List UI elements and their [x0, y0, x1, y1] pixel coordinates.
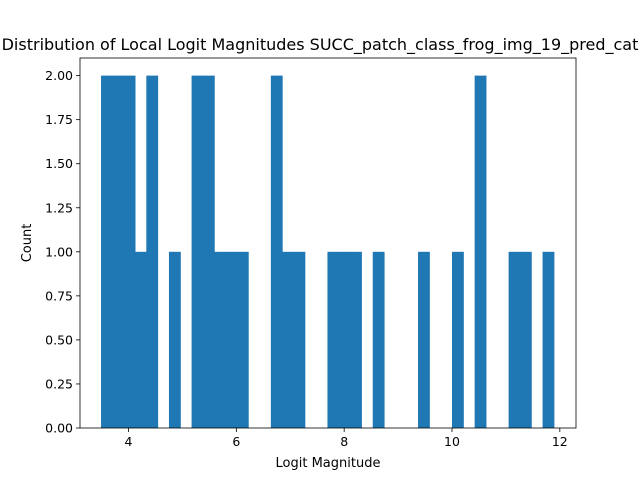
- y-tick-label: 1.50: [45, 156, 73, 171]
- histogram-bar: [327, 251, 340, 428]
- histogram-bar: [168, 251, 181, 428]
- y-tick-label: 1.25: [45, 200, 73, 215]
- histogram-bars: [101, 75, 555, 429]
- y-tick-label: 0.50: [45, 332, 73, 347]
- x-axis-ticks: 4 6 8 10 12: [125, 428, 568, 449]
- histogram-bar: [293, 251, 306, 428]
- histogram-bar: [270, 75, 283, 429]
- histogram-bar: [191, 75, 204, 429]
- histogram-bar: [338, 251, 351, 428]
- histogram-bar: [146, 75, 159, 429]
- x-tick-label: 6: [232, 434, 240, 449]
- y-tick-label: 0.75: [45, 288, 73, 303]
- histogram-bar: [418, 251, 430, 428]
- histogram-bar: [350, 251, 362, 428]
- y-tick-label: 0.00: [45, 421, 73, 436]
- histogram-bar: [372, 251, 385, 428]
- histogram-bar: [112, 75, 125, 429]
- y-axis-ticks: 0.00 0.25 0.50 0.75 1.00 1.25 1.50 1.75 2.00: [45, 68, 80, 436]
- y-tick-label: 2.00: [45, 68, 73, 83]
- x-tick-label: 4: [125, 434, 133, 449]
- x-tick-label: 12: [552, 434, 568, 449]
- y-axis-label: Count: [20, 224, 35, 263]
- histogram-bar: [225, 251, 238, 428]
- histogram-bar: [282, 251, 294, 428]
- x-tick-label: 10: [444, 434, 460, 449]
- plot-frame: [79, 57, 577, 429]
- x-axis-label: Logit Magnitude: [276, 456, 381, 471]
- histogram-bar: [542, 251, 555, 428]
- chart-title: Distribution of Local Logit Magnitudes S…: [2, 35, 639, 55]
- histogram-bar: [519, 251, 532, 428]
- histogram-bar: [452, 251, 464, 428]
- x-tick-label: 8: [340, 434, 348, 449]
- histogram-bar: [474, 75, 487, 429]
- histogram-bar: [134, 251, 147, 428]
- histogram-bar: [236, 251, 249, 428]
- y-tick-label: 1.00: [45, 244, 73, 259]
- histogram-bar: [101, 75, 113, 429]
- histogram-bar: [202, 75, 215, 429]
- y-tick-label: 0.25: [45, 376, 73, 391]
- histogram-bar: [214, 251, 227, 428]
- histogram-bar: [508, 251, 521, 428]
- y-tick-label: 1.75: [45, 112, 73, 127]
- histogram-bar: [123, 75, 136, 429]
